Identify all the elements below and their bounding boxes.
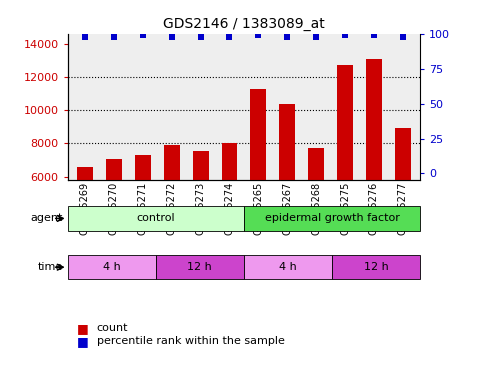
Text: 12 h: 12 h	[364, 262, 388, 272]
Text: agent: agent	[30, 213, 63, 223]
Text: percentile rank within the sample: percentile rank within the sample	[97, 336, 284, 346]
Bar	[222, 142, 238, 276]
Bar	[395, 129, 411, 276]
Bar	[308, 148, 324, 276]
Bar	[250, 88, 266, 276]
Bar	[135, 155, 151, 276]
Bar	[68, 206, 244, 231]
Bar	[279, 104, 295, 276]
Point	[341, 32, 349, 38]
Bar	[244, 255, 332, 279]
Text: ■: ■	[77, 322, 89, 334]
Bar	[68, 255, 156, 279]
Bar	[193, 151, 209, 276]
Text: ■: ■	[77, 335, 89, 348]
Bar	[332, 255, 420, 279]
Text: time: time	[38, 262, 63, 272]
Point	[255, 32, 262, 38]
Point	[313, 33, 320, 39]
Point	[284, 33, 291, 39]
Text: control: control	[137, 213, 175, 223]
Bar	[244, 206, 420, 231]
Point	[168, 33, 175, 39]
Point	[81, 33, 89, 39]
Text: epidermal growth factor: epidermal growth factor	[265, 213, 399, 223]
Bar	[106, 159, 122, 276]
Bar	[366, 58, 382, 276]
Point	[110, 33, 118, 39]
Title: GDS2146 / 1383089_at: GDS2146 / 1383089_at	[163, 17, 325, 32]
Text: count: count	[97, 323, 128, 333]
Bar	[156, 255, 244, 279]
Text: 4 h: 4 h	[103, 262, 121, 272]
Bar	[337, 65, 353, 276]
Point	[139, 32, 147, 38]
Bar	[164, 145, 180, 276]
Text: 12 h: 12 h	[187, 262, 212, 272]
Text: 4 h: 4 h	[279, 262, 297, 272]
Point	[370, 32, 378, 38]
Point	[226, 33, 233, 39]
Bar	[77, 167, 93, 276]
Point	[197, 33, 204, 39]
Point	[399, 33, 407, 39]
